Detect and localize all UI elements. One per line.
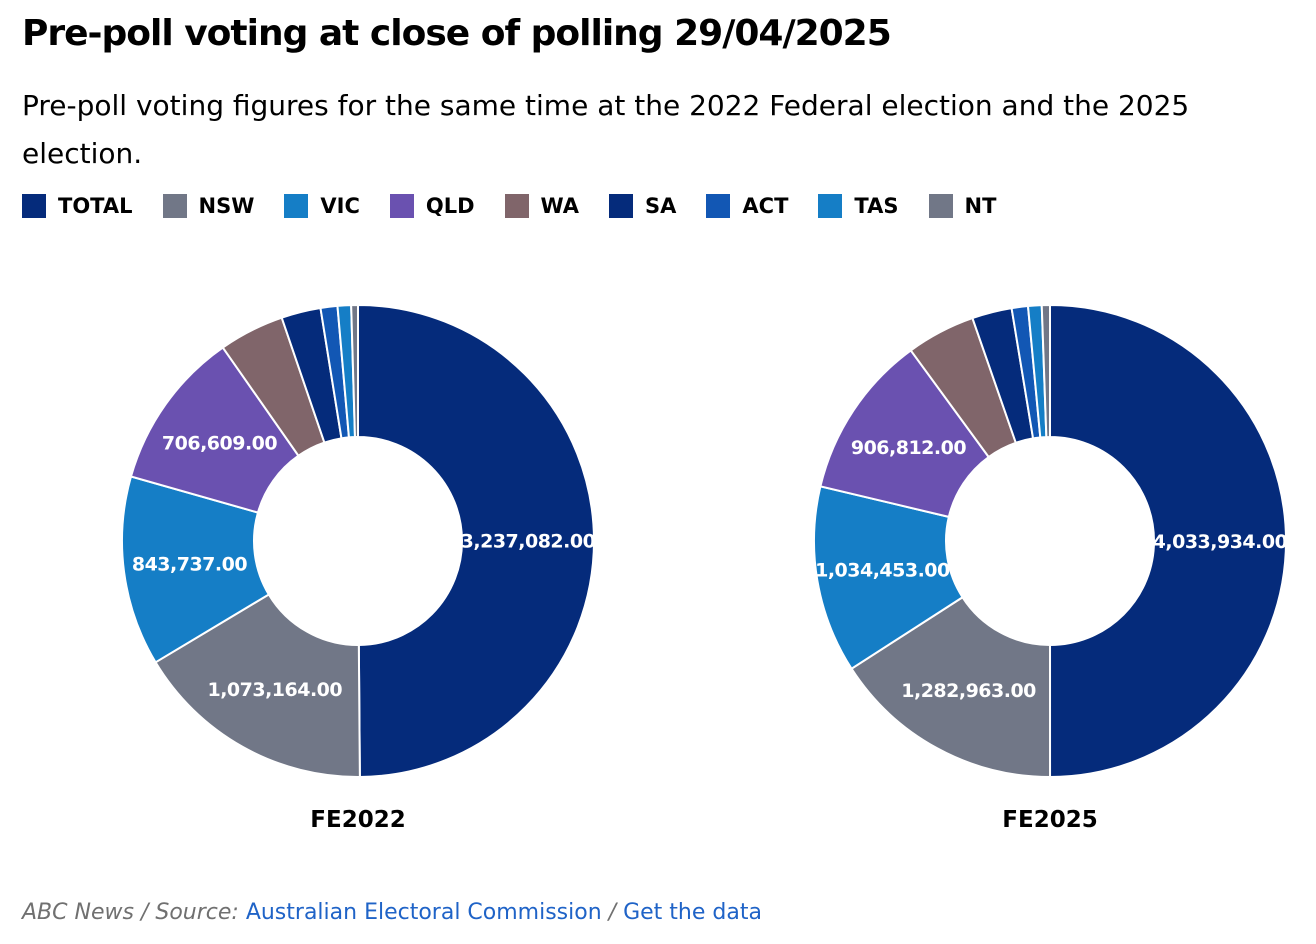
get-data-link[interactable]: Get the data <box>623 900 762 925</box>
source-link[interactable]: Australian Electoral Commission <box>245 900 602 925</box>
chart-label: FE2022 <box>310 807 405 833</box>
donut-slice-nsw <box>154 593 361 778</box>
legend-swatch <box>818 194 843 218</box>
data-label: 906,812.00 <box>851 437 966 459</box>
legend-label: QLD <box>425 194 475 218</box>
legend-item-act: ACT <box>706 194 788 218</box>
donut-slice-total <box>357 303 596 779</box>
legend-swatch <box>22 194 46 218</box>
legend-label: WA <box>540 194 580 218</box>
legend: TOTAL NSW VIC QLD WA SA ACT TAS NT <box>22 194 1026 218</box>
donut-slice-qld <box>819 349 991 519</box>
legend-item-tas: TAS <box>818 194 899 218</box>
donut-slice-nt <box>1040 303 1051 439</box>
legend-label: NSW <box>198 194 255 218</box>
footer: ABC News / Source: Australian Electoral … <box>22 898 762 928</box>
legend-item-wa: WA <box>504 194 580 218</box>
legend-item-total: TOTAL <box>22 194 133 218</box>
donut-slice-nt <box>350 303 359 439</box>
donut-slice-nsw <box>850 595 1052 779</box>
legend-label: TOTAL <box>58 194 133 218</box>
legend-item-sa: SA <box>609 194 676 218</box>
footer-separator: / <box>601 900 624 925</box>
data-label: 843,737.00 <box>132 553 247 575</box>
legend-swatch <box>928 194 953 218</box>
legend-label: VIC <box>320 194 360 218</box>
legend-item-vic: VIC <box>284 194 360 218</box>
data-label: 1,034,453.00 <box>815 560 950 582</box>
legend-swatch <box>284 194 309 218</box>
chart-label: FE2025 <box>1002 807 1097 833</box>
legend-label: SA <box>645 194 677 218</box>
legend-swatch <box>504 194 529 218</box>
legend-item-qld: QLD <box>389 194 475 218</box>
data-label: 706,609.00 <box>162 432 277 454</box>
legend-item-nsw: NSW <box>162 194 255 218</box>
legend-label: NT <box>964 194 997 218</box>
legend-swatch <box>162 194 187 218</box>
legend-item-nt: NT <box>928 194 997 218</box>
footer-attribution: ABC News <box>22 900 134 925</box>
legend-swatch <box>389 194 414 218</box>
footer-source-label: Source: <box>155 900 246 925</box>
donut-chart-fe2022: 3,237,082.00 1,073,164.00 843,737.00 706,60… <box>121 303 596 833</box>
legend-swatch <box>706 194 731 218</box>
legend-label: ACT <box>742 194 789 218</box>
legend-label: TAS <box>854 194 899 218</box>
data-label: 3,237,082.00 <box>461 530 596 552</box>
chart-subtitle: Pre-poll voting figures for the same tim… <box>22 89 1190 170</box>
footer-separator: / <box>133 900 156 925</box>
chart-title: Pre-poll voting at close of polling 29/0… <box>22 13 892 54</box>
donut-slice-vic <box>121 475 271 664</box>
data-label: 1,073,164.00 <box>207 679 342 701</box>
donut-slice-total <box>1049 303 1288 779</box>
donut-chart-fe2025: 4,033,934.00 1,282,963.00 1,034,453.00 906,… <box>813 303 1288 833</box>
data-label: 1,282,963.00 <box>901 680 1036 702</box>
donut-slice-vic <box>813 485 964 671</box>
data-label: 4,033,934.00 <box>1153 531 1288 553</box>
legend-swatch <box>609 194 634 218</box>
